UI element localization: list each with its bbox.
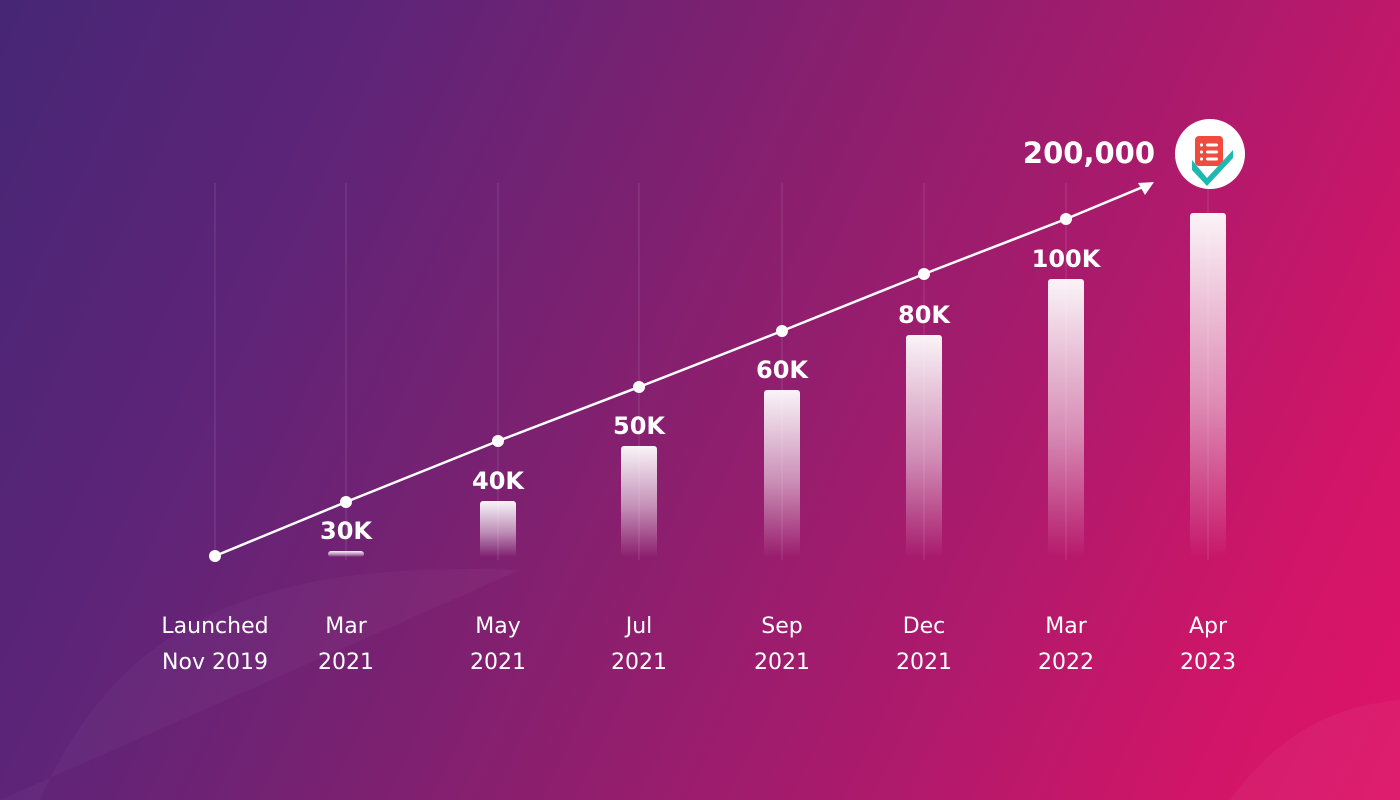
bar bbox=[1190, 213, 1226, 557]
x-tick-label: Mar 2022 bbox=[1038, 614, 1094, 675]
trend-point bbox=[340, 496, 352, 508]
trend-point bbox=[633, 381, 645, 393]
bar-value-label: 100K bbox=[1032, 245, 1102, 273]
trend-point bbox=[1060, 213, 1072, 225]
x-tick-label: Sep 2021 bbox=[754, 614, 810, 675]
background-swoosh bbox=[0, 569, 520, 800]
bar bbox=[621, 446, 657, 557]
trend-point bbox=[776, 325, 788, 337]
background-swoosh bbox=[1230, 700, 1400, 800]
bar-value-label: 30K bbox=[320, 517, 373, 545]
trend-point bbox=[918, 268, 930, 280]
x-tick-label: Launched Nov 2019 bbox=[161, 614, 268, 675]
x-tick-label: Mar 2021 bbox=[318, 614, 374, 675]
bar bbox=[906, 335, 942, 557]
bar bbox=[1048, 279, 1084, 557]
trend-arrow-head bbox=[1138, 182, 1154, 195]
trend-point bbox=[492, 435, 504, 447]
checklist-app-icon bbox=[1175, 119, 1245, 189]
bar-value-label: 50K bbox=[613, 412, 666, 440]
x-tick-label: Apr 2023 bbox=[1180, 614, 1236, 675]
total-value-label: 200,000 bbox=[1023, 136, 1155, 170]
bar bbox=[328, 551, 364, 557]
bar-value-label: 60K bbox=[756, 356, 809, 384]
bar-value-label: 40K bbox=[472, 467, 525, 495]
bar bbox=[480, 501, 516, 557]
x-tick-label: May 2021 bbox=[470, 614, 526, 675]
x-tick-label: Jul 2021 bbox=[611, 614, 667, 675]
bar bbox=[764, 390, 800, 557]
trend-line bbox=[214, 182, 1151, 558]
bar-value-label: 80K bbox=[898, 301, 951, 329]
trend-point bbox=[209, 550, 221, 562]
x-tick-label: Dec 2021 bbox=[896, 614, 952, 675]
